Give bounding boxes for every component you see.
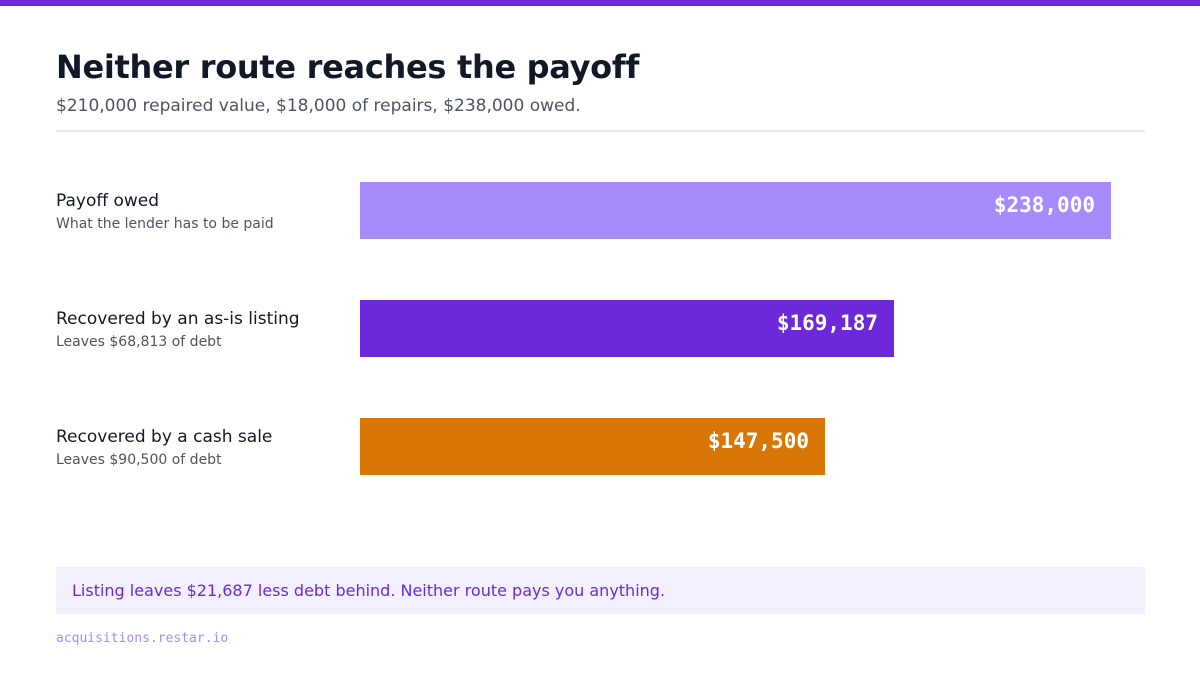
bar-value-label: $169,187 (776, 311, 878, 335)
bar-row-listing: Recovered by an as-is listing Leaves $68… (0, 300, 1200, 358)
bar-note: Leaves $68,813 of debt (56, 334, 222, 350)
bar-value-label: $147,500 (707, 429, 809, 453)
bar-label: Recovered by a cash sale (56, 427, 273, 447)
bar-label: Recovered by an as-is listing (56, 309, 300, 329)
bar-cash-sale: $147,500 (360, 418, 825, 475)
source-footer: acquisitions.restar.io (56, 631, 229, 646)
bar-row-cash-sale: Recovered by a cash sale Leaves $90,500 … (0, 418, 1200, 476)
header-divider (56, 130, 1145, 132)
bar-note: What the lender has to be paid (56, 216, 274, 232)
accent-top-bar (0, 0, 1200, 6)
bar-label: Payoff owed (56, 191, 160, 211)
chart-title: Neither route reaches the payoff (56, 48, 640, 86)
bar-note: Leaves $90,500 of debt (56, 452, 222, 468)
bar-value-label: $238,000 (993, 193, 1095, 217)
bar-payoff: $238,000 (360, 182, 1111, 239)
bar-listing: $169,187 (360, 300, 894, 357)
chart-subtitle: $210,000 repaired value, $18,000 of repa… (56, 96, 581, 116)
bar-row-payoff: Payoff owed What the lender has to be pa… (0, 182, 1200, 240)
callout-text: Listing leaves $21,687 less debt behind.… (72, 581, 666, 600)
summary-callout: Listing leaves $21,687 less debt behind.… (56, 567, 1145, 614)
